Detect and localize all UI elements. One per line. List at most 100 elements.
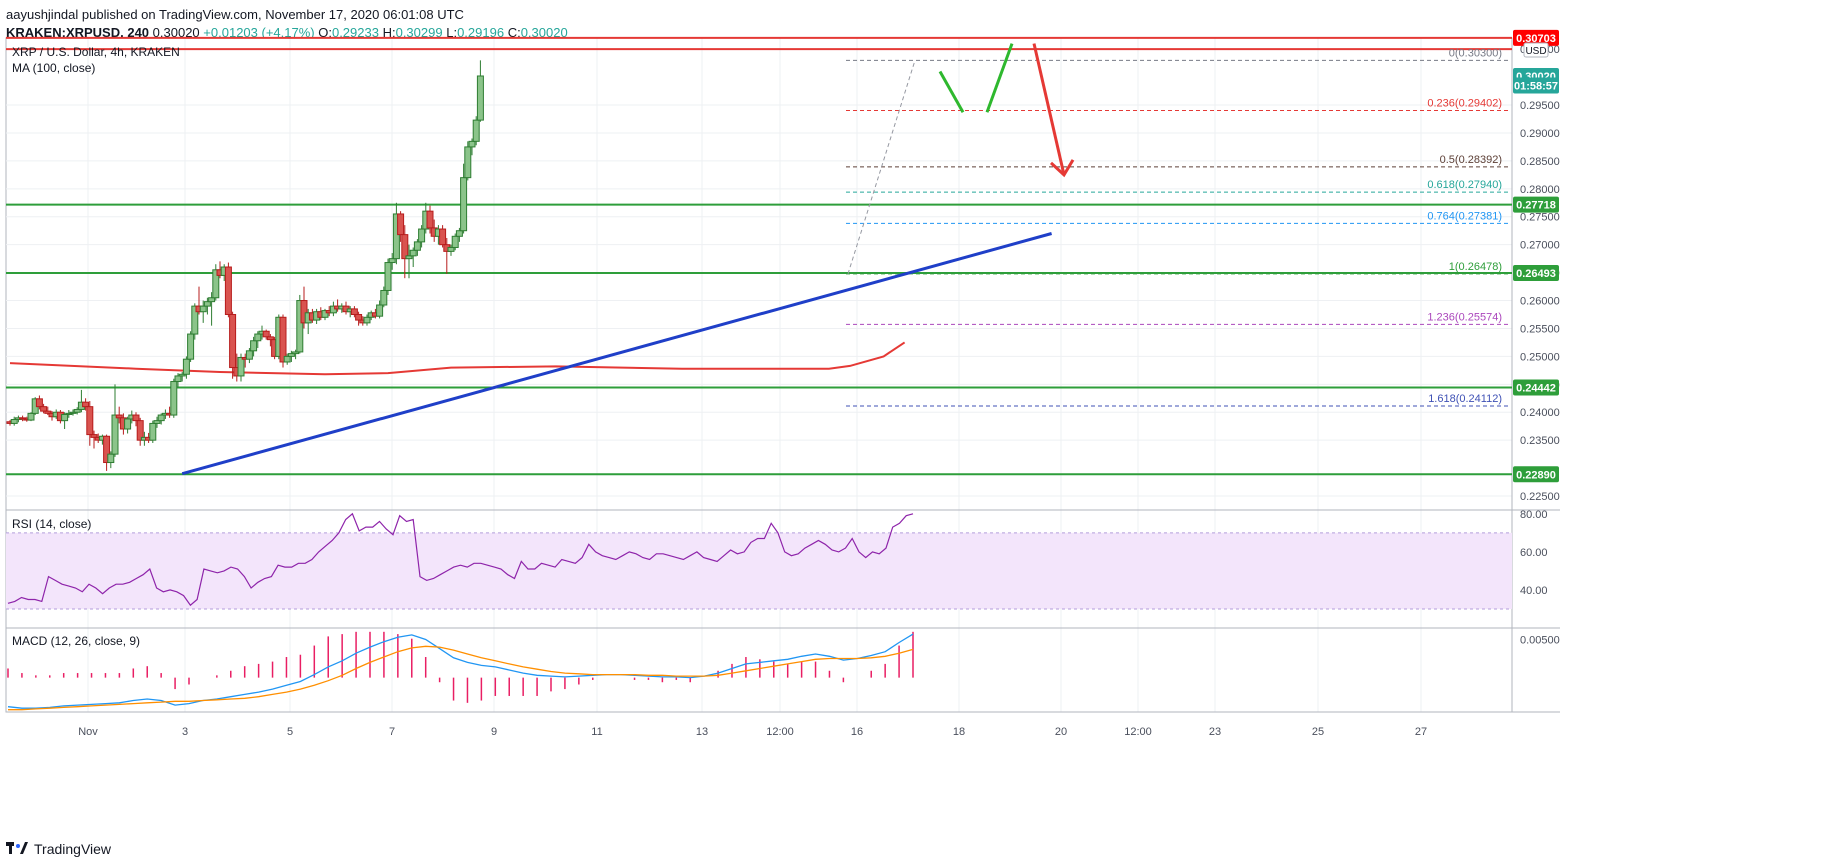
forecast-arrow-head — [1049, 159, 1075, 178]
candle-body — [61, 413, 69, 422]
candle-body — [329, 305, 337, 314]
fib-level-label: 0(0.30300) — [1449, 47, 1502, 59]
candle-body — [208, 297, 216, 303]
candle-body — [103, 435, 111, 464]
x-tick-label: 16 — [851, 726, 863, 738]
candle-body — [460, 177, 468, 232]
ma-legend: MA (100, close) — [12, 61, 95, 75]
forecast-up-leg — [985, 43, 1014, 113]
rsi-line — [7, 512, 914, 607]
candle-body — [476, 75, 484, 121]
candle-body — [455, 230, 463, 237]
candle-body — [363, 316, 371, 324]
low-label: L: — [446, 25, 458, 40]
signal-line — [8, 645, 914, 711]
y-tick-label: 0.28500 — [1520, 156, 1560, 168]
candle-body — [90, 434, 98, 438]
trading-chart[interactable]: Nov3579111312:0016182012:002325270.30500… — [0, 0, 1828, 832]
candle-body — [451, 235, 459, 248]
candle-body — [250, 340, 258, 352]
candle-body — [380, 289, 388, 306]
forecast-down-leg — [938, 70, 965, 114]
candle-body — [86, 406, 94, 436]
price-badge-label: 0.26493 — [1516, 268, 1556, 280]
x-tick-label: 20 — [1055, 726, 1067, 738]
y-tick-label: 0.24000 — [1520, 407, 1560, 419]
high-value: 0.30299 — [395, 25, 443, 40]
candle-body — [132, 414, 140, 422]
fib-level-label: 0.5(0.28392) — [1440, 154, 1502, 166]
fib-level-label: 1.618(0.24112) — [1428, 393, 1502, 405]
candle-body — [468, 140, 476, 148]
open-value: 0.29233 — [331, 25, 379, 40]
candle-body — [82, 401, 90, 408]
macd-tick-label: 0.00500 — [1520, 634, 1560, 646]
rsi-tick-label: 60.00 — [1520, 547, 1548, 559]
high-label: H: — [382, 25, 396, 40]
candle-body — [73, 408, 81, 413]
symbol-info-line: KRAKEN:XRPUSD, 240 0.30020 +0.01203 (+4.… — [6, 24, 568, 42]
last-price: 0.30020 — [152, 25, 200, 40]
candle-body — [191, 305, 199, 335]
candle-body — [409, 249, 417, 257]
candle-body — [397, 213, 405, 236]
x-tick-label: 11 — [591, 726, 602, 738]
y-tick-label: 0.29500 — [1520, 100, 1560, 112]
candle-body — [224, 266, 232, 315]
candle-body — [182, 358, 190, 375]
candle-body — [321, 310, 329, 318]
candle-body — [447, 246, 455, 252]
price-badge — [1513, 29, 1559, 46]
price-badge — [1513, 379, 1559, 396]
fib-diagonal — [847, 60, 916, 274]
low-value: 0.29196 — [457, 25, 505, 40]
fib-level-label: 0.236(0.29402) — [1427, 98, 1502, 110]
candle-body — [124, 418, 132, 430]
price-badge-label: 01:58:57 — [1514, 80, 1558, 92]
footer-brand-label: TradingView — [34, 841, 112, 857]
rsi-tick-label: 80.00 — [1520, 509, 1548, 521]
candle-body — [237, 357, 245, 377]
candle-body — [187, 333, 195, 360]
candle-body — [203, 301, 211, 307]
footer-brand[interactable]: TradingView — [6, 841, 111, 857]
candle-body — [472, 119, 480, 142]
x-tick-label: 12:00 — [1124, 726, 1152, 738]
candle-body — [350, 308, 358, 315]
candle-body — [300, 300, 308, 324]
rsi-band — [6, 532, 1512, 609]
y-tick-label: 0.26000 — [1520, 296, 1560, 308]
candle-body — [384, 262, 392, 291]
y-tick-label: 0.29000 — [1520, 128, 1560, 140]
candle-body — [292, 351, 300, 355]
candle-body — [212, 269, 220, 299]
candle-body — [229, 313, 237, 369]
candle-body — [111, 414, 119, 455]
x-tick-label: 13 — [696, 726, 708, 738]
price-change: +0.01203 (+4.17%) — [203, 25, 315, 40]
price-badge-label: 0.22890 — [1516, 469, 1556, 481]
y-tick-label: 0.27500 — [1520, 212, 1560, 224]
y-tick-label: 0.25500 — [1520, 323, 1560, 335]
y-tick-label: 0.28000 — [1520, 184, 1560, 196]
chart-header: aayushjindal published on TradingView.co… — [6, 6, 568, 42]
candle-body — [44, 410, 52, 414]
fib-level-label: 0.764(0.27381) — [1427, 210, 1502, 222]
publisher-line: aayushjindal published on TradingView.co… — [6, 7, 464, 22]
symbol-label[interactable]: KRAKEN:XRPUSD, 240 — [6, 25, 150, 40]
candle-body — [245, 350, 253, 360]
candle-body — [153, 420, 161, 424]
candle-body — [10, 419, 18, 424]
candle-body — [405, 255, 413, 260]
currency-badge — [1523, 42, 1549, 58]
price-badge — [1513, 196, 1559, 213]
candle-body — [266, 336, 274, 341]
candle-body — [392, 213, 400, 260]
x-tick-label: 9 — [491, 726, 497, 738]
candle-body — [149, 422, 157, 441]
candle-body — [388, 258, 396, 264]
price-badge — [1513, 77, 1559, 94]
rsi-legend: RSI (14, close) — [12, 517, 91, 531]
chart-title: XRP / U.S. Dollar, 4h, KRAKEN — [12, 45, 180, 59]
candle-body — [35, 398, 43, 408]
